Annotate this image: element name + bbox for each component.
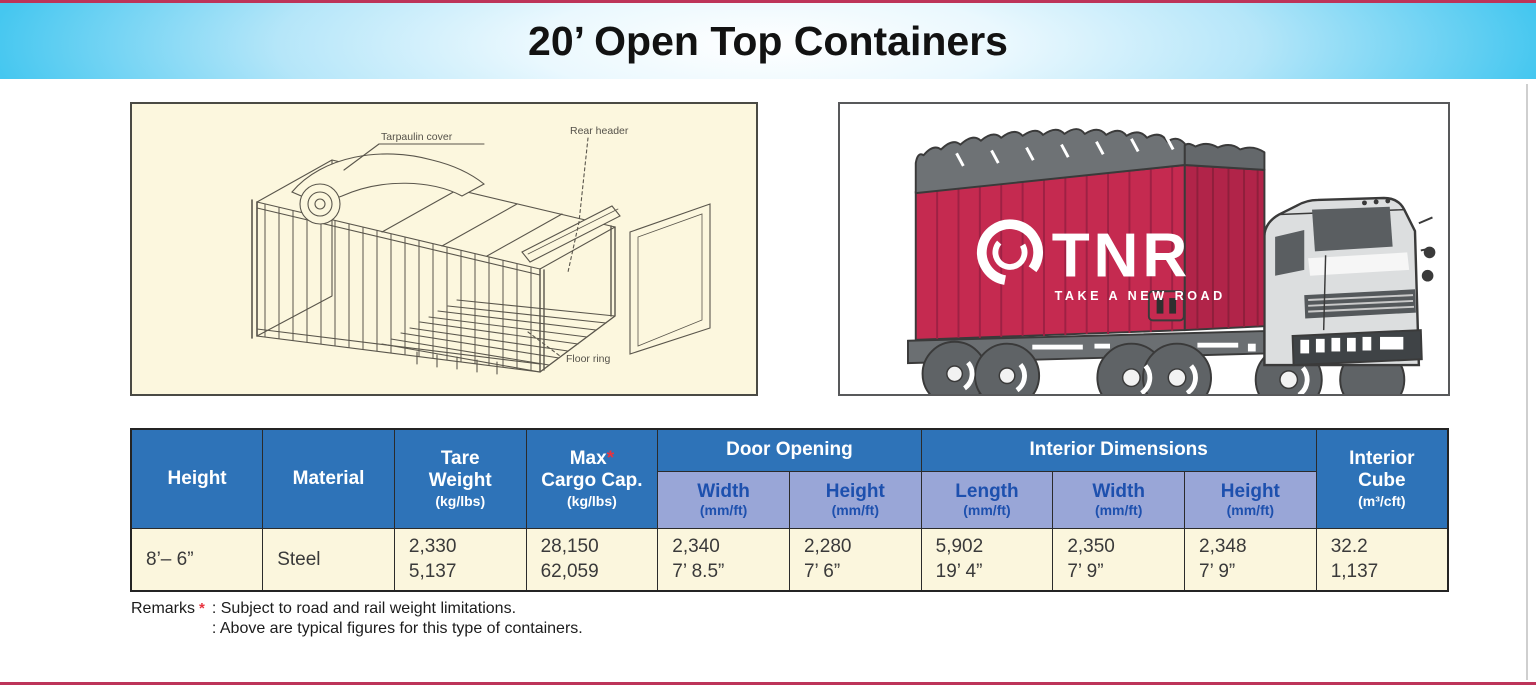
remarks-lines: : Subject to road and rail weight limita… xyxy=(212,599,583,640)
remarks: Remarks * : Subject to road and rail weig… xyxy=(131,599,583,640)
cell-tare-weight: 2,330 5,137 xyxy=(393,527,527,592)
tnr-logo: TNR TAKE A NEW ROAD xyxy=(976,219,1226,303)
tnr-logo-text: TNR xyxy=(1052,222,1191,291)
remarks-label: Remarks * xyxy=(131,600,205,617)
open-top-container-drawing: Tarpaulin cover Rear header Floor ring xyxy=(251,125,711,375)
chassis-detail xyxy=(1032,342,1256,352)
remarks-asterisk: * xyxy=(199,600,205,617)
group-header-door-opening: Door Opening xyxy=(657,428,922,472)
remarks-line-1: : Subject to road and rail weight limita… xyxy=(211,600,517,617)
sub-header-door-width: Width (mm/ft) xyxy=(657,470,790,529)
col-header-interior-cube: Interior Cube (m³/cft) xyxy=(1315,428,1449,529)
truck-illustration: TNR TAKE A NEW ROAD xyxy=(907,128,1436,394)
col-header-max-cargo: Max* Cargo Cap. (kg/lbs) xyxy=(525,428,659,529)
page-title: 20’ Open Top Containers xyxy=(528,17,1008,64)
bottom-accent-line xyxy=(0,682,1536,685)
spec-table: Height Material Tare Weight (kg/lbs) Max… xyxy=(130,428,1449,592)
truck-illustration-figure: TNR TAKE A NEW ROAD xyxy=(838,102,1450,396)
floor-slats xyxy=(381,299,616,373)
cell-door-height: 2,280 7’ 6” xyxy=(788,527,922,592)
tarpaulin-flap xyxy=(291,153,485,205)
col-header-height: Height xyxy=(130,428,264,529)
sub-header-interior-width: Width (mm/ft) xyxy=(1052,470,1185,529)
remarks-line-2: : Above are typical figures for this typ… xyxy=(211,620,583,638)
sub-header-door-height: Height (mm/ft) xyxy=(788,470,922,529)
sub-header-interior-height: Height (mm/ft) xyxy=(1184,470,1317,529)
rear-header-beam xyxy=(521,205,621,263)
col-header-material: Material xyxy=(262,428,395,529)
label-tarpaulin-cover: Tarpaulin cover xyxy=(381,131,453,143)
top-accent-line xyxy=(0,0,1536,3)
truck-cab xyxy=(1263,196,1436,367)
open-top-container: TNR TAKE A NEW ROAD xyxy=(914,128,1266,341)
title-banner: 20’ Open Top Containers xyxy=(0,3,1536,79)
container-diagram-figure: Tarpaulin cover Rear header Floor ring xyxy=(130,102,758,396)
door-panel xyxy=(629,203,711,355)
tarpaulin-top xyxy=(914,128,1186,195)
cell-interior-width: 2,350 7’ 9” xyxy=(1052,527,1185,592)
label-floor-ring: Floor ring xyxy=(566,353,611,365)
page-edge-line xyxy=(1526,84,1528,680)
max-cargo-asterisk: * xyxy=(606,448,615,470)
col-header-tare-weight: Tare Weight (kg/lbs) xyxy=(393,428,527,529)
tarpaulin-roll xyxy=(299,183,341,225)
cell-interior-cube: 32.2 1,137 xyxy=(1315,527,1449,592)
tnr-tagline: TAKE A NEW ROAD xyxy=(1055,289,1226,303)
sub-header-interior-length: Length (mm/ft) xyxy=(920,470,1054,529)
cell-interior-length: 5,902 19’ 4” xyxy=(920,527,1054,592)
cell-material: Steel xyxy=(262,527,395,592)
cell-interior-height: 2,348 7’ 9” xyxy=(1184,527,1317,592)
spec-table-container: Height Material Tare Weight (kg/lbs) Max… xyxy=(130,428,1449,592)
cell-door-width: 2,340 7’ 8.5” xyxy=(657,527,790,592)
group-header-interior-dimensions: Interior Dimensions xyxy=(920,428,1317,472)
cell-max-cargo: 28,150 62,059 xyxy=(525,527,659,592)
table-row: 8’– 6” Steel 2,330 5,137 28,150 62,059 2,3… xyxy=(130,527,1449,592)
label-rear-header: Rear header xyxy=(570,125,629,137)
cell-height: 8’– 6” xyxy=(130,527,264,592)
